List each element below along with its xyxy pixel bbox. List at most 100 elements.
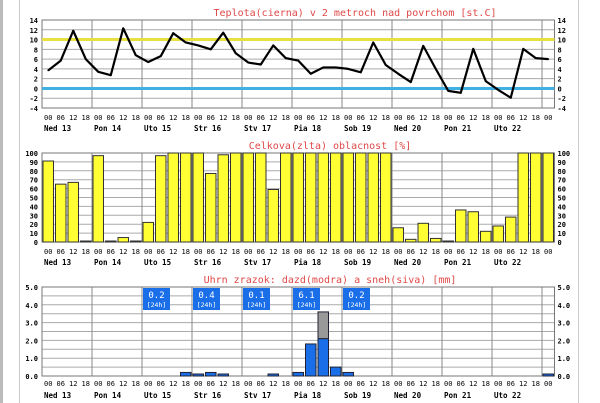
daily-total-box [193, 288, 220, 310]
day-label: Stv 17 [244, 258, 271, 267]
y-tick-label-left: 2 [34, 76, 38, 84]
x-tick-label: 12 [69, 114, 77, 122]
x-tick-label: 06 [257, 114, 265, 122]
cloud-bar [242, 152, 254, 243]
cloud-bar [480, 230, 492, 243]
cloud-bar [517, 152, 529, 243]
temperature-point [272, 44, 275, 47]
cloud-bar [330, 152, 342, 243]
y-tick-label-left: -4 [30, 105, 38, 113]
cloud-bar [542, 152, 554, 243]
x-tick-label: 06 [307, 380, 315, 388]
temperature-point [197, 44, 200, 47]
cloud-bar [67, 181, 79, 243]
day-label: Uto 22 [494, 391, 521, 400]
x-tick-label: 06 [407, 380, 415, 388]
x-tick-label: 06 [57, 380, 65, 388]
chart-1: Teplota(cierna) v 2 metroch nad povrchom… [30, 8, 566, 133]
cloud-bar [155, 155, 167, 243]
x-tick-label: 18 [382, 114, 390, 122]
daily-total-box [243, 288, 270, 310]
x-tick-label: 00 [194, 380, 202, 388]
x-tick-label: 06 [157, 380, 165, 388]
day-label: Ned 20 [394, 258, 422, 267]
day-label: Ned 20 [394, 391, 422, 400]
x-tick-label: 06 [307, 114, 315, 122]
x-tick-label: 06 [207, 248, 215, 256]
x-tick-label: 06 [157, 114, 165, 122]
daily-total-period: [24h] [197, 301, 217, 309]
x-tick-label: 12 [319, 248, 327, 256]
chart-title: Uhrn zrazok: dazd(modra) a sneh(siva) [m… [204, 275, 457, 286]
y-tick-label-right: 90 [558, 159, 566, 167]
chart-title: Celkova(zlta) oblacnost [%] [249, 141, 412, 152]
rain-bar [192, 373, 204, 377]
daily-total-period: [24h] [347, 301, 367, 309]
x-tick-label: 00 [44, 114, 52, 122]
y-tick-label-left: 60 [30, 186, 38, 194]
x-tick-label: 18 [432, 380, 440, 388]
temperature-point [247, 61, 250, 64]
x-tick-label: 18 [132, 380, 140, 388]
frame-border-left [0, 0, 3, 403]
daily-total-box [293, 288, 320, 310]
cloud-bar [292, 152, 304, 243]
x-tick-label: 00 [544, 380, 552, 388]
x-tick-label: 00 [494, 114, 502, 122]
x-tick-label: 00 [444, 248, 452, 256]
day-label: Ned 13 [44, 124, 72, 133]
day-label: Pia 18 [294, 258, 322, 267]
temperature-point [372, 41, 375, 44]
day-label: Pon 21 [444, 124, 472, 133]
day-label: Uto 22 [494, 124, 521, 133]
daily-total-badge: 0.1[24h] [243, 288, 270, 310]
x-tick-label: 12 [469, 114, 477, 122]
x-tick-label: 18 [82, 114, 90, 122]
temperature-point [259, 63, 262, 66]
x-tick-label: 06 [107, 248, 115, 256]
x-tick-label: 00 [444, 380, 452, 388]
temperature-point [547, 58, 550, 61]
x-tick-label: 18 [432, 114, 440, 122]
temperature-point [159, 55, 162, 58]
x-tick-label: 12 [69, 380, 77, 388]
temperature-point [497, 89, 500, 91]
y-tick-label-left: 70 [30, 177, 38, 185]
x-tick-label: 18 [82, 380, 90, 388]
x-tick-label: 00 [494, 380, 502, 388]
cloud-bar [355, 152, 367, 243]
x-tick-label: 12 [369, 114, 377, 122]
x-tick-label: 18 [282, 380, 290, 388]
x-tick-label: 18 [282, 248, 290, 256]
x-tick-label: 06 [357, 114, 365, 122]
day-label: Ned 20 [394, 124, 422, 133]
x-tick-label: 18 [332, 114, 340, 122]
x-tick-label: 18 [132, 248, 140, 256]
x-tick-label: 06 [507, 380, 515, 388]
x-tick-label: 06 [207, 380, 215, 388]
cloud-bar [342, 152, 354, 243]
y-tick-label-left: 14 [30, 17, 38, 25]
y-tick-label-left: 0 [34, 239, 38, 247]
temperature-point [234, 52, 237, 55]
daily-total-box [143, 288, 170, 310]
x-tick-label: 00 [144, 248, 152, 256]
cloud-bar [380, 152, 392, 243]
rain-bar [342, 371, 354, 377]
x-tick-label: 06 [507, 114, 515, 122]
x-tick-label: 00 [394, 380, 402, 388]
rain-bar [305, 343, 317, 377]
daily-total-badge: 6.1[24h] [293, 288, 320, 310]
temperature-point [47, 69, 50, 72]
snow-bar [317, 311, 329, 340]
y-tick-label-left: 4.0 [25, 302, 38, 310]
y-tick-label-left: 4 [34, 66, 38, 74]
y-tick-label-right: 10 [558, 37, 566, 45]
temperature-point [409, 81, 412, 83]
x-tick-label: 00 [144, 380, 152, 388]
x-tick-label: 18 [182, 114, 190, 122]
y-tick-label-left: -2 [30, 95, 38, 103]
x-tick-label: 00 [294, 114, 302, 122]
x-tick-label: 18 [182, 248, 190, 256]
